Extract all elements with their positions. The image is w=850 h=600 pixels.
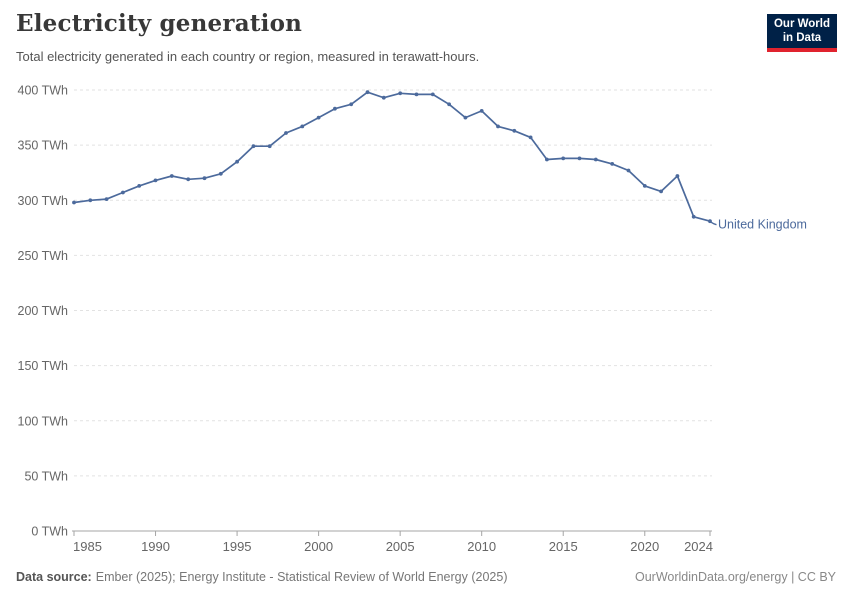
chart-subtitle: Total electricity generated in each coun… bbox=[16, 49, 480, 64]
data-point-marker bbox=[381, 95, 386, 100]
data-point-marker bbox=[447, 102, 451, 107]
y-tick-label: 350 TWh bbox=[18, 139, 69, 153]
data-point-marker bbox=[284, 131, 288, 135]
x-tick-label: 1990 bbox=[141, 539, 170, 554]
data-point-marker bbox=[414, 92, 419, 97]
y-tick-label: 400 TWh bbox=[18, 84, 69, 98]
data-point-marker bbox=[496, 124, 500, 129]
chart-footer: Data source: Ember (2025); Energy Institu… bbox=[16, 570, 836, 584]
y-tick-label: 100 TWh bbox=[18, 414, 69, 428]
data-point-marker bbox=[708, 219, 712, 224]
owid-logo-line2: in Data bbox=[782, 31, 822, 44]
data-point-marker bbox=[430, 92, 435, 97]
owid-logo[interactable]: Our World in Data bbox=[767, 14, 837, 52]
data-point-marker bbox=[593, 157, 598, 162]
data-point-marker bbox=[104, 197, 109, 202]
x-axis: 1985 1990 1995 2000 2005 2010 2015 2020 2024 bbox=[72, 530, 713, 554]
data-point-marker bbox=[691, 214, 696, 219]
data-point-marker bbox=[186, 177, 191, 182]
owid-url-license[interactable]: OurWorldinData.org/energy | CC BY bbox=[634, 570, 836, 584]
gridlines bbox=[74, 89, 712, 477]
data-point-marker bbox=[121, 190, 125, 195]
series-line bbox=[73, 91, 711, 223]
data-point-marker bbox=[88, 198, 93, 203]
data-point-marker bbox=[251, 144, 256, 149]
data-source-text: Ember (2025); Energy Institute - Statist… bbox=[95, 570, 508, 584]
y-tick-label: 150 TWh bbox=[18, 359, 69, 373]
label-connector bbox=[710, 221, 717, 226]
data-point-marker bbox=[642, 184, 647, 188]
data-point-marker bbox=[479, 109, 484, 113]
owid-logo-box: Our World in Data bbox=[767, 14, 837, 48]
x-tick-label: 2005 bbox=[386, 539, 415, 554]
y-tick-label: 50 TWh bbox=[24, 469, 68, 483]
data-point-marker bbox=[300, 124, 305, 129]
y-axis-labels: 0 TWh 50 TWh 100 TWh 150 TWh 200 TWh 250 TWh 3… bbox=[18, 84, 69, 539]
data-point-marker bbox=[398, 91, 403, 96]
data-point-marker bbox=[169, 174, 174, 178]
data-point-marker bbox=[333, 106, 337, 111]
data-point-marker bbox=[267, 144, 272, 149]
data-point-marker bbox=[349, 102, 354, 107]
data-point-marker bbox=[659, 189, 663, 194]
x-tick-label: 1995 bbox=[223, 539, 252, 554]
data-point-marker bbox=[463, 115, 468, 120]
owid-logo-accent-bar bbox=[767, 48, 837, 52]
data-point-marker bbox=[577, 156, 582, 161]
series-group bbox=[72, 90, 712, 224]
data-point-marker bbox=[561, 156, 566, 161]
data-point-marker bbox=[545, 157, 549, 162]
entity-label-group: United Kingdom bbox=[710, 218, 807, 232]
x-tick-label: 2020 bbox=[630, 539, 659, 554]
data-point-marker bbox=[137, 184, 142, 188]
data-source-label: Data source: bbox=[16, 570, 92, 584]
data-point-marker bbox=[365, 90, 370, 95]
data-point-marker bbox=[153, 178, 158, 183]
x-tick-label: 2010 bbox=[467, 539, 496, 554]
owid-logo-line1: Our World bbox=[773, 18, 830, 30]
data-point-marker bbox=[610, 162, 615, 166]
data-point-marker bbox=[316, 115, 321, 120]
y-tick-label: 0 TWh bbox=[31, 525, 68, 539]
page-title: Electricity generation bbox=[16, 10, 303, 37]
data-point-marker bbox=[512, 128, 517, 133]
y-tick-label: 250 TWh bbox=[18, 249, 69, 263]
x-tick-label: 2024 bbox=[684, 539, 713, 554]
data-point-marker bbox=[218, 171, 223, 176]
y-tick-label: 300 TWh bbox=[18, 194, 69, 208]
data-point-marker bbox=[235, 159, 240, 164]
y-tick-label: 200 TWh bbox=[18, 304, 69, 318]
data-point-marker bbox=[202, 176, 207, 181]
data-source-note: Data source: Ember (2025); Energy Institu… bbox=[16, 570, 507, 584]
data-point-marker bbox=[528, 135, 533, 140]
data-point-marker bbox=[675, 174, 680, 178]
entity-label: United Kingdom bbox=[718, 218, 807, 232]
x-tick-label: 2015 bbox=[549, 539, 578, 554]
x-tick-label: 1985 bbox=[73, 539, 102, 554]
data-point-marker bbox=[626, 168, 631, 173]
x-tick-label: 2000 bbox=[304, 539, 333, 554]
data-point-marker bbox=[72, 200, 76, 205]
